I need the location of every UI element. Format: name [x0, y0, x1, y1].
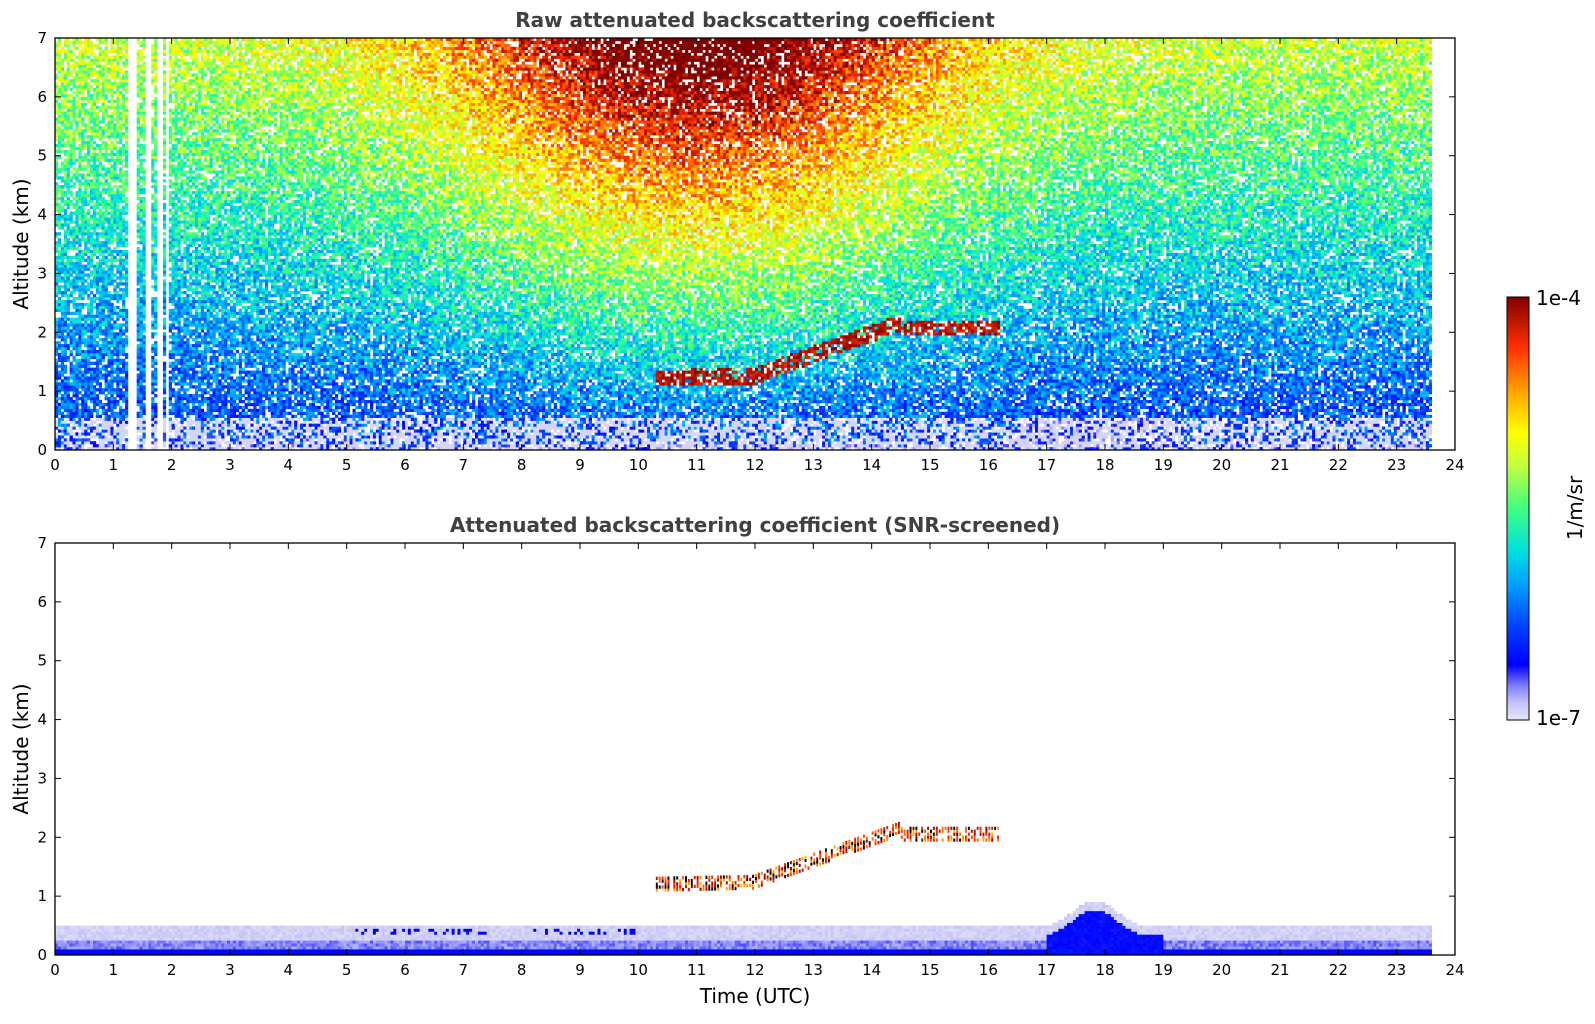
x-tick-label: 4 — [284, 456, 294, 474]
y-tick-label: 6 — [37, 88, 47, 106]
x-tick-label: 0 — [50, 456, 60, 474]
y-tick-label: 2 — [37, 323, 47, 341]
x-tick-label: 7 — [459, 456, 469, 474]
x-tick-label: 21 — [1270, 961, 1289, 979]
y-axis-label: Altitude (km) — [9, 683, 33, 814]
x-tick-label: 2 — [167, 961, 177, 979]
x-tick-label: 6 — [400, 961, 410, 979]
x-tick-label: 20 — [1212, 456, 1231, 474]
x-tick-label: 10 — [629, 456, 648, 474]
x-tick-label: 5 — [342, 456, 352, 474]
x-tick-label: 18 — [1095, 456, 1114, 474]
x-tick-label: 6 — [400, 456, 410, 474]
plot-frame — [55, 543, 1455, 955]
y-tick-label: 0 — [37, 946, 47, 964]
y-tick-label: 0 — [37, 441, 47, 459]
x-tick-label: 17 — [1037, 456, 1056, 474]
x-tick-label: 1 — [109, 961, 119, 979]
x-tick-label: 23 — [1387, 456, 1406, 474]
y-tick-label: 2 — [37, 828, 47, 846]
x-tick-label: 3 — [225, 961, 235, 979]
x-tick-label: 15 — [920, 961, 939, 979]
x-tick-label: 8 — [517, 961, 527, 979]
snr-screened-heatmap — [55, 822, 1432, 955]
colorbar-min-label: 1e-7 — [1536, 706, 1581, 730]
colorbar-gradient — [1507, 297, 1529, 720]
x-tick-label: 21 — [1270, 456, 1289, 474]
x-tick-label: 22 — [1329, 961, 1348, 979]
colorbar-max-label: 1e-4 — [1536, 286, 1581, 310]
x-tick-label: 16 — [979, 456, 998, 474]
x-tick-label: 13 — [804, 456, 823, 474]
x-tick-label: 11 — [687, 456, 706, 474]
chart-title: Raw attenuated backscattering coefficien… — [515, 8, 995, 32]
raw-backscatter-heatmap — [55, 35, 1432, 450]
x-tick-label: 16 — [979, 961, 998, 979]
x-tick-label: 10 — [629, 961, 648, 979]
y-tick-label: 3 — [37, 769, 47, 787]
x-tick-label: 24 — [1445, 456, 1464, 474]
y-tick-label: 4 — [37, 711, 47, 729]
x-tick-label: 11 — [687, 961, 706, 979]
x-tick-label: 18 — [1095, 961, 1114, 979]
x-tick-label: 5 — [342, 961, 352, 979]
x-tick-label: 17 — [1037, 961, 1056, 979]
x-tick-label: 3 — [225, 456, 235, 474]
x-tick-label: 1 — [109, 456, 119, 474]
x-tick-label: 9 — [575, 456, 585, 474]
raw-backscatter-panel: Raw attenuated backscattering coefficien… — [9, 8, 1465, 474]
x-tick-label: 14 — [862, 961, 881, 979]
y-tick-label: 5 — [37, 147, 47, 165]
y-tick-label: 3 — [37, 264, 47, 282]
x-tick-label: 20 — [1212, 961, 1231, 979]
y-tick-label: 7 — [37, 29, 47, 47]
x-tick-label: 2 — [167, 456, 177, 474]
x-tick-label: 14 — [862, 456, 881, 474]
x-tick-label: 15 — [920, 456, 939, 474]
y-tick-label: 4 — [37, 206, 47, 224]
x-tick-label: 13 — [804, 961, 823, 979]
snr-screened-panel: Attenuated backscattering coefficient (S… — [9, 513, 1465, 1008]
colorbar: 1e-4 1e-7 1/m/sr — [1507, 286, 1587, 730]
x-tick-label: 19 — [1154, 961, 1173, 979]
x-tick-label: 12 — [745, 961, 764, 979]
chart-title: Attenuated backscattering coefficient (S… — [450, 513, 1060, 537]
x-tick-label: 0 — [50, 961, 60, 979]
x-tick-label: 7 — [459, 961, 469, 979]
x-tick-label: 23 — [1387, 961, 1406, 979]
y-tick-label: 1 — [37, 382, 47, 400]
y-tick-label: 7 — [37, 534, 47, 552]
colorbar-unit-label: 1/m/sr — [1563, 475, 1587, 540]
x-tick-label: 22 — [1329, 456, 1348, 474]
x-tick-label: 12 — [745, 456, 764, 474]
x-tick-label: 4 — [284, 961, 294, 979]
x-tick-label: 24 — [1445, 961, 1464, 979]
y-tick-label: 6 — [37, 593, 47, 611]
x-axis-label: Time (UTC) — [699, 984, 811, 1008]
x-tick-label: 8 — [517, 456, 527, 474]
x-tick-label: 19 — [1154, 456, 1173, 474]
y-tick-label: 5 — [37, 652, 47, 670]
y-axis-label: Altitude (km) — [9, 178, 33, 309]
y-tick-label: 1 — [37, 887, 47, 905]
x-tick-label: 9 — [575, 961, 585, 979]
